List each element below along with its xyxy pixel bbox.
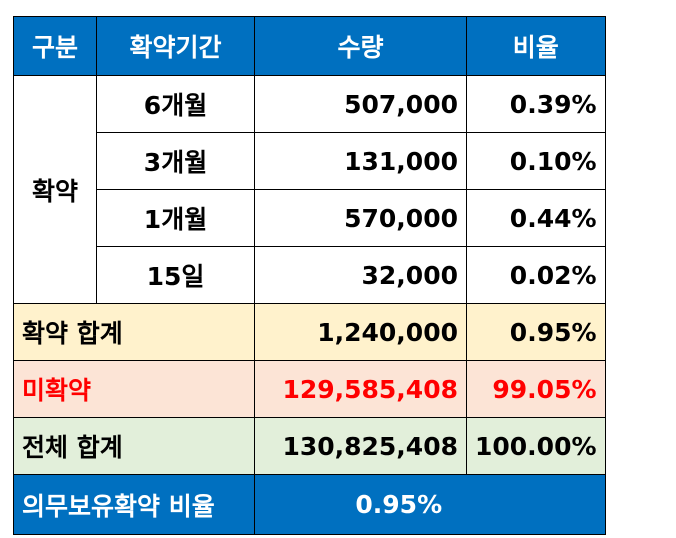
header-category: 구분	[13, 16, 97, 76]
period-cell: 1개월	[96, 189, 255, 247]
header-period: 확약기간	[96, 16, 255, 76]
period-cell: 3개월	[96, 132, 255, 190]
period-cell: 15일	[96, 246, 255, 304]
subtotal-ratio: 0.95%	[466, 303, 606, 361]
quantity-cell: 32,000	[254, 246, 467, 304]
footer-label: 의무보유확약 비율	[13, 474, 255, 535]
total-row: 전체 합계 130,825,408 100.00%	[13, 417, 606, 475]
subtotal-quantity: 1,240,000	[254, 303, 467, 361]
unconfirmed-label: 미확약	[13, 360, 255, 418]
header-row: 구분 확약기간 수량 비율	[13, 16, 606, 76]
ratio-cell: 0.02%	[466, 246, 606, 304]
period-cell: 6개월	[96, 75, 255, 133]
group-label: 확약	[13, 75, 97, 304]
total-ratio: 100.00%	[466, 417, 606, 475]
unconfirmed-quantity: 129,585,408	[254, 360, 467, 418]
quantity-cell: 570,000	[254, 189, 467, 247]
total-label: 전체 합계	[13, 417, 255, 475]
quantity-cell: 131,000	[254, 132, 467, 190]
header-ratio: 비율	[466, 16, 606, 76]
unconfirmed-ratio: 99.05%	[466, 360, 606, 418]
ratio-cell: 0.10%	[466, 132, 606, 190]
subtotal-row: 확약 합계 1,240,000 0.95%	[13, 303, 606, 361]
subtotal-label: 확약 합계	[13, 303, 255, 361]
quantity-cell: 507,000	[254, 75, 467, 133]
table-row: 3개월 131,000 0.10%	[14, 132, 606, 190]
lockup-table: 구분 확약기간 수량 비율 확약 6개월 507,000 0.39% 3개월 1…	[13, 16, 606, 535]
footer-value: 0.95%	[254, 474, 606, 535]
footer-row: 의무보유확약 비율 0.95%	[13, 474, 606, 535]
table-row: 확약 6개월 507,000 0.39%	[13, 75, 606, 304]
ratio-cell: 0.39%	[466, 75, 606, 133]
ratio-cell: 0.44%	[466, 189, 606, 247]
table-row: 15일 32,000 0.02%	[14, 246, 606, 304]
unconfirmed-row: 미확약 129,585,408 99.05%	[13, 360, 606, 418]
total-quantity: 130,825,408	[254, 417, 467, 475]
header-quantity: 수량	[254, 16, 467, 76]
table-row: 1개월 570,000 0.44%	[14, 189, 606, 247]
